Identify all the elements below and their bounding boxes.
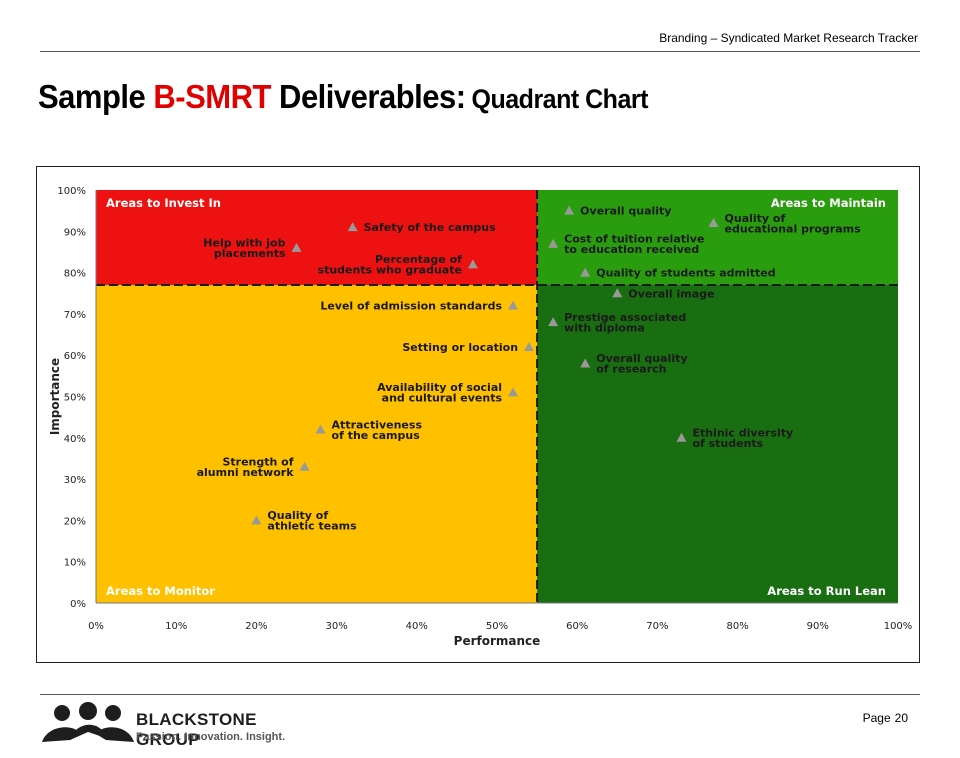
data-point-label: Overall image bbox=[628, 287, 714, 300]
x-axis-label: Performance bbox=[454, 634, 541, 648]
page-title: Sample B-SMRT Deliverables: Quadrant Char… bbox=[38, 78, 648, 117]
y-tick-label: 10% bbox=[64, 558, 86, 569]
data-point-marker bbox=[676, 432, 687, 442]
logo-people-icon bbox=[42, 702, 134, 742]
x-tick-label: 60% bbox=[566, 621, 588, 632]
y-tick-label: 20% bbox=[64, 516, 86, 527]
page-indicator: Page 20 bbox=[863, 711, 908, 725]
data-point-label: Overall quality bbox=[596, 352, 687, 365]
data-point-marker bbox=[548, 238, 559, 248]
y-tick-label: 0% bbox=[70, 599, 86, 610]
data-point-marker bbox=[315, 424, 326, 434]
data-point-label: Quality of bbox=[267, 509, 328, 522]
y-tick-label: 80% bbox=[64, 269, 86, 280]
data-point-marker bbox=[580, 267, 591, 277]
y-axis-label: Importance bbox=[48, 358, 62, 435]
title-part1: Sample bbox=[38, 78, 154, 116]
data-point-label: students who graduate bbox=[318, 264, 462, 277]
data-point-label: placements bbox=[214, 247, 286, 260]
data-point-label: Level of admission standards bbox=[320, 300, 502, 313]
quadrant-label: Areas to Monitor bbox=[106, 584, 215, 598]
data-point-marker bbox=[580, 358, 591, 368]
data-point-marker bbox=[291, 242, 302, 252]
y-tick-label: 90% bbox=[64, 227, 86, 238]
data-point-label: of the campus bbox=[332, 429, 421, 442]
y-tick-label: 40% bbox=[64, 434, 86, 445]
quadrant-label: Areas to Run Lean bbox=[767, 584, 886, 598]
x-tick-label: 90% bbox=[807, 621, 829, 632]
x-tick-label: 80% bbox=[726, 621, 748, 632]
quadrant-label: Areas to Maintain bbox=[771, 196, 886, 210]
data-point-label: of research bbox=[596, 363, 666, 376]
data-point-label: Quality of bbox=[725, 212, 786, 225]
data-point-marker bbox=[524, 341, 535, 351]
data-point-marker bbox=[251, 515, 262, 525]
header-subtitle: Branding – Syndicated Market Research Tr… bbox=[659, 31, 918, 45]
title-highlight: B-SMRT bbox=[153, 78, 271, 116]
x-tick-label: 70% bbox=[646, 621, 668, 632]
y-tick-label: 70% bbox=[64, 310, 86, 321]
y-tick-label: 60% bbox=[64, 351, 86, 362]
company-tagline: Passion. Innovation. Insight. bbox=[136, 731, 286, 743]
data-point-label: Safety of the campus bbox=[364, 221, 497, 234]
y-tick-label: 100% bbox=[57, 186, 86, 197]
company-name: BLACKSTONE GROUP bbox=[136, 710, 257, 749]
quadrant-monitor bbox=[96, 284, 538, 603]
x-tick-label: 10% bbox=[165, 621, 187, 632]
data-point-label: to education received bbox=[564, 243, 699, 256]
data-point-label: educational programs bbox=[725, 222, 862, 235]
data-point-label: with diploma bbox=[564, 321, 645, 334]
data-point-label: athletic teams bbox=[267, 520, 357, 533]
data-point-label: Strength of bbox=[222, 455, 293, 468]
quadrant-maintain bbox=[537, 190, 898, 285]
x-tick-label: 50% bbox=[486, 621, 508, 632]
data-point-label: Attractiveness bbox=[332, 418, 423, 431]
data-point-marker bbox=[612, 288, 623, 298]
data-point-label: Prestige associated bbox=[564, 311, 686, 324]
footer-divider bbox=[40, 694, 920, 695]
data-point-marker bbox=[564, 205, 575, 215]
data-point-label: Percentage of bbox=[375, 253, 462, 266]
quadrant-chart: 0% 10% 20% 30% 40% 50% 60% 70% 80% 90% 100% 0% 10% 20… bbox=[48, 186, 913, 648]
data-point-label: Setting or location bbox=[402, 341, 518, 354]
data-point-marker bbox=[508, 300, 519, 310]
data-point-marker bbox=[548, 317, 559, 327]
page-label: Page bbox=[862, 711, 891, 725]
title-sub: Quadrant Chart bbox=[471, 84, 649, 115]
data-point-marker bbox=[708, 218, 719, 228]
quadrant-label: Areas to Invest In bbox=[106, 196, 221, 210]
data-point-marker bbox=[347, 222, 358, 232]
data-point-marker bbox=[467, 259, 478, 269]
quadrant-run-lean bbox=[537, 284, 898, 603]
title-part2: Deliverables: bbox=[270, 78, 466, 116]
data-point-label: Cost of tuition relative bbox=[564, 232, 704, 245]
data-point-label: Availability of social bbox=[377, 381, 502, 394]
x-tick-label: 0% bbox=[88, 621, 104, 632]
y-tick-label: 50% bbox=[64, 393, 86, 404]
x-tick-label: 20% bbox=[245, 621, 267, 632]
header-divider bbox=[40, 51, 920, 52]
data-point-label: alumni network bbox=[197, 466, 295, 479]
data-point-marker bbox=[508, 387, 519, 397]
quadrant-chart-frame: 0% 10% 20% 30% 40% 50% 60% 70% 80% 90% 100% 0% 10% 20… bbox=[36, 166, 920, 663]
data-point-label: Overall quality bbox=[580, 205, 671, 218]
page-number: 20 bbox=[894, 711, 908, 725]
x-tick-label: 100% bbox=[884, 621, 913, 632]
data-point-label: Quality of students admitted bbox=[596, 267, 775, 280]
data-point-label: Help with job bbox=[203, 237, 285, 250]
x-tick-label: 30% bbox=[325, 621, 347, 632]
data-point-label: of students bbox=[692, 437, 763, 450]
x-tick-label: 40% bbox=[406, 621, 428, 632]
quadrant-invest bbox=[96, 190, 538, 285]
data-point-label: Ethinic diversity bbox=[692, 427, 793, 440]
company-logo: BLACKSTONE GROUP Passion. Innovation. In… bbox=[40, 702, 320, 750]
y-tick-label: 30% bbox=[64, 475, 86, 486]
data-point-label: and cultural events bbox=[382, 392, 503, 405]
data-point-marker bbox=[299, 461, 310, 471]
